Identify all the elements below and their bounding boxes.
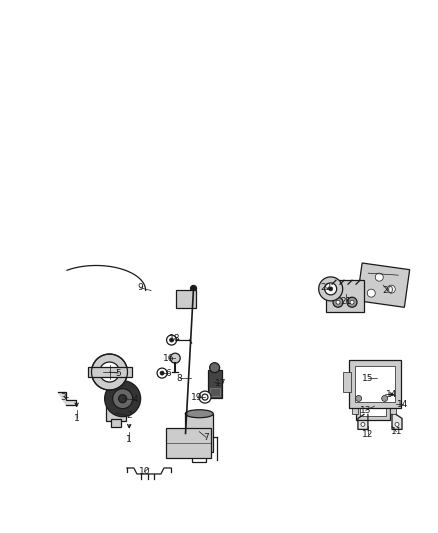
Bar bbox=[106, 406, 126, 421]
Text: 20: 20 bbox=[382, 286, 393, 295]
Bar bbox=[326, 280, 364, 312]
Bar bbox=[192, 450, 206, 462]
Circle shape bbox=[336, 300, 340, 304]
Circle shape bbox=[157, 368, 167, 378]
Text: 6: 6 bbox=[166, 369, 172, 377]
Circle shape bbox=[361, 422, 365, 426]
Text: 4: 4 bbox=[133, 395, 138, 404]
Circle shape bbox=[328, 287, 333, 291]
Bar bbox=[185, 414, 213, 452]
Text: 17: 17 bbox=[215, 379, 227, 388]
Circle shape bbox=[367, 289, 375, 297]
Bar bbox=[357, 394, 391, 420]
Polygon shape bbox=[358, 414, 368, 430]
Text: 5: 5 bbox=[115, 369, 121, 377]
Circle shape bbox=[99, 362, 120, 382]
Circle shape bbox=[395, 402, 398, 406]
Polygon shape bbox=[357, 263, 410, 308]
Bar bbox=[343, 373, 351, 392]
Circle shape bbox=[199, 391, 211, 403]
Ellipse shape bbox=[185, 410, 213, 418]
Circle shape bbox=[350, 300, 354, 304]
Text: 3: 3 bbox=[60, 393, 67, 401]
Bar bbox=[353, 402, 358, 414]
Bar bbox=[111, 419, 121, 427]
Circle shape bbox=[333, 297, 343, 307]
Bar bbox=[208, 370, 222, 398]
Text: 13: 13 bbox=[360, 406, 371, 415]
Circle shape bbox=[319, 277, 343, 301]
Circle shape bbox=[92, 354, 127, 390]
Bar bbox=[176, 290, 196, 309]
Text: 9: 9 bbox=[137, 284, 143, 292]
Polygon shape bbox=[392, 414, 402, 430]
Circle shape bbox=[113, 389, 133, 409]
Circle shape bbox=[202, 394, 208, 400]
Text: 1: 1 bbox=[126, 435, 132, 444]
Text: 16: 16 bbox=[163, 354, 174, 362]
Circle shape bbox=[112, 400, 120, 408]
Text: 15: 15 bbox=[362, 374, 374, 383]
Circle shape bbox=[395, 422, 399, 426]
Text: 7: 7 bbox=[203, 433, 209, 441]
Circle shape bbox=[105, 381, 141, 417]
Circle shape bbox=[170, 338, 173, 342]
Polygon shape bbox=[58, 392, 76, 405]
Text: 14: 14 bbox=[386, 390, 398, 399]
Circle shape bbox=[387, 285, 395, 293]
Text: 2: 2 bbox=[127, 411, 132, 420]
Circle shape bbox=[170, 353, 180, 363]
Text: 8: 8 bbox=[177, 374, 183, 383]
Circle shape bbox=[375, 273, 383, 281]
Text: 18: 18 bbox=[170, 335, 181, 343]
Bar bbox=[166, 429, 211, 458]
Bar bbox=[391, 402, 396, 414]
Text: 1: 1 bbox=[74, 414, 80, 423]
Circle shape bbox=[119, 394, 127, 403]
Text: 10: 10 bbox=[139, 467, 150, 476]
Bar bbox=[88, 367, 131, 377]
Bar bbox=[349, 360, 401, 408]
Text: 22: 22 bbox=[321, 284, 332, 292]
Text: 21: 21 bbox=[340, 297, 352, 305]
Circle shape bbox=[166, 335, 177, 345]
Bar bbox=[355, 366, 395, 402]
Bar bbox=[360, 398, 386, 416]
Circle shape bbox=[381, 395, 388, 401]
Circle shape bbox=[160, 371, 164, 375]
Circle shape bbox=[210, 362, 219, 373]
Circle shape bbox=[356, 395, 362, 401]
Text: 12: 12 bbox=[362, 430, 374, 439]
Bar bbox=[210, 387, 219, 395]
Circle shape bbox=[392, 400, 400, 408]
Text: 14: 14 bbox=[397, 400, 409, 408]
Circle shape bbox=[191, 286, 197, 292]
Text: 11: 11 bbox=[391, 427, 402, 436]
Text: 19: 19 bbox=[191, 393, 203, 401]
Circle shape bbox=[347, 297, 357, 307]
Circle shape bbox=[325, 283, 337, 295]
